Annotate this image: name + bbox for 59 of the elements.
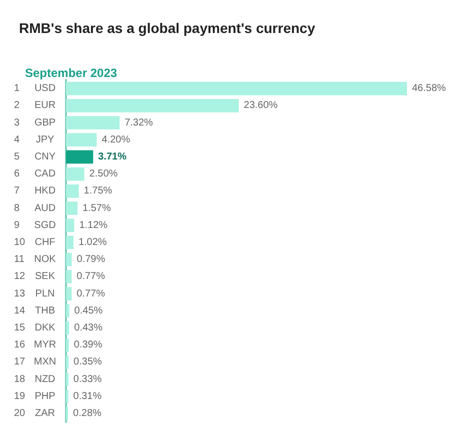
y-tick-label: 11 NOK <box>14 254 56 266</box>
y-tick-label: 18 NZD <box>14 374 56 385</box>
data-label: 0.28% <box>73 408 102 419</box>
y-tick-label: 12 SEK <box>14 271 56 282</box>
y-tick-label: 15 DKK <box>14 322 56 334</box>
data-label: 1.02% <box>78 236 107 248</box>
bar <box>66 167 84 181</box>
data-label: 0.77% <box>76 271 106 282</box>
bar <box>66 82 407 96</box>
bar <box>66 304 70 318</box>
data-label: 1.57% <box>82 202 111 214</box>
chart-title: RMB's share as a global payment's currency <box>19 20 316 36</box>
data-label: 0.39% <box>74 340 102 351</box>
bar <box>66 202 78 215</box>
y-tick-label: 16 MYR <box>14 340 56 351</box>
bar <box>66 355 69 369</box>
data-label: 0.77% <box>76 288 106 300</box>
data-label: 1.75% <box>84 186 112 197</box>
y-tick-label: 10 CHF <box>14 236 56 248</box>
category-label: 7 HKD <box>14 186 56 197</box>
category-label: 2 EUR <box>14 100 56 112</box>
data-label: 23.60% <box>244 100 278 112</box>
data-label: 3.71% <box>98 151 127 162</box>
y-tick-label: 17 MXN <box>14 356 56 368</box>
bar <box>66 321 70 335</box>
bar <box>66 287 72 300</box>
bar <box>66 116 120 130</box>
y-tick-label: 20 ZAR <box>14 408 55 419</box>
data-label: 2.50% <box>89 168 118 180</box>
data-label: 0.43% <box>74 322 103 334</box>
bar <box>66 218 74 232</box>
bar <box>66 150 94 164</box>
data-label: 0.45% <box>74 305 103 316</box>
category-label: 3 GBP <box>14 117 56 128</box>
data-label: 1.12% <box>79 220 108 231</box>
data-label: 4.20% <box>102 134 130 146</box>
category-label: 8 AUD <box>14 202 56 214</box>
data-label: 0.33% <box>73 374 102 385</box>
y-tick-label: 14 THB <box>14 305 56 316</box>
bar <box>66 236 74 250</box>
bar <box>66 98 239 112</box>
y-tick-label: 13 PLN <box>14 288 55 300</box>
category-label: 5 CNY <box>14 151 56 162</box>
chart-subtitle: September 2023 <box>25 66 118 80</box>
data-label: 0.31% <box>73 390 102 402</box>
bar <box>66 338 69 352</box>
y-tick-label: 19 PHP <box>14 390 56 402</box>
bar <box>66 133 97 147</box>
category-label: 1 USD <box>14 83 56 94</box>
category-label: 4 JPY <box>14 134 54 146</box>
data-label: 46.58% <box>412 83 446 94</box>
category-label: 9 SGD <box>14 220 56 231</box>
data-label: 0.79% <box>76 254 106 266</box>
bar <box>66 270 72 284</box>
category-label: 6 CAD <box>14 168 56 180</box>
bar <box>66 184 79 198</box>
data-label: 0.35% <box>74 356 102 368</box>
data-label: 7.32% <box>124 117 154 128</box>
bar <box>66 252 72 266</box>
